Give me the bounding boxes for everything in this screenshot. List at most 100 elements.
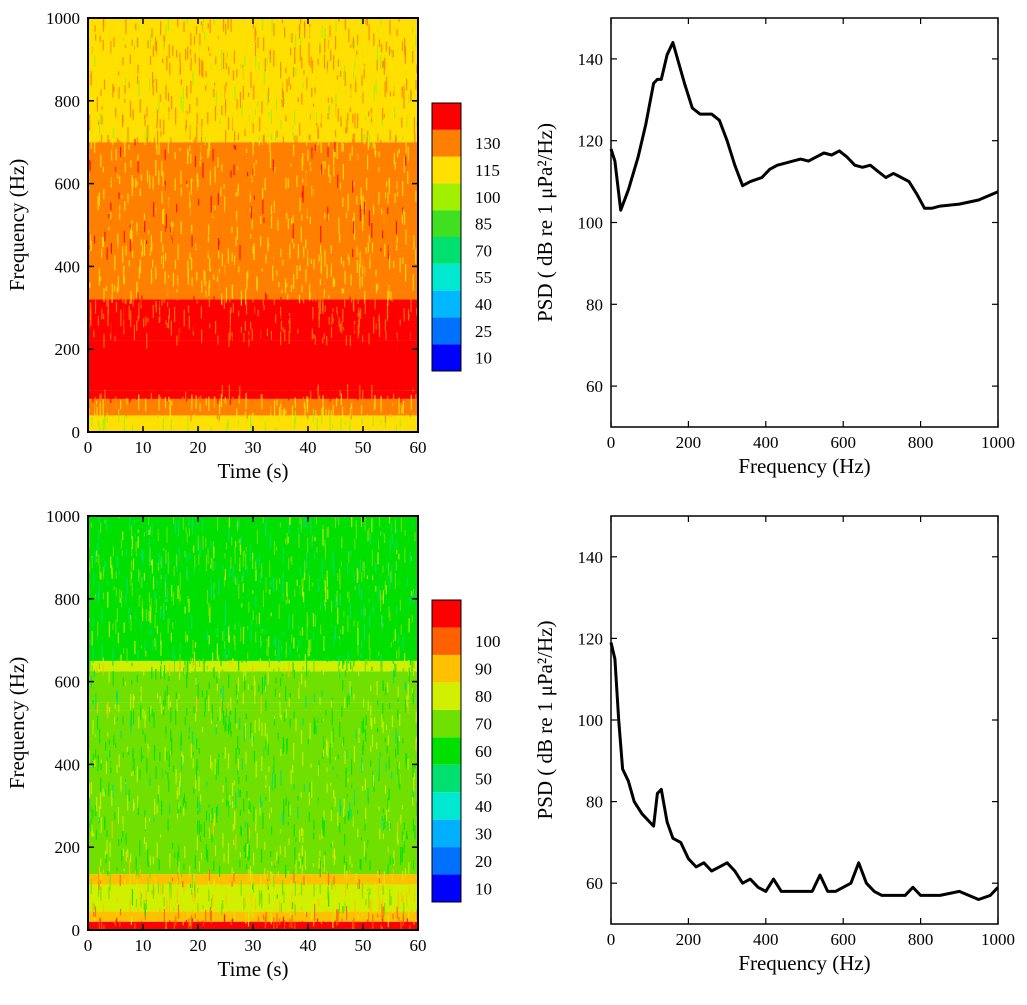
speckle <box>203 370 204 380</box>
speckle <box>149 242 150 253</box>
speckle <box>93 648 94 663</box>
speckle <box>258 332 259 338</box>
speckle <box>372 734 373 746</box>
speckle <box>362 276 363 286</box>
speckle <box>336 815 337 822</box>
speckle <box>331 596 332 600</box>
speckle <box>379 314 380 328</box>
speckle <box>225 24 226 35</box>
speckle <box>215 845 216 856</box>
speckle <box>325 710 326 716</box>
speckle <box>257 102 258 108</box>
speckle <box>262 199 263 214</box>
speckle <box>155 664 156 668</box>
speckle <box>112 633 113 643</box>
speckle <box>248 135 249 142</box>
speckle <box>228 528 229 542</box>
x-tick-label: 10 <box>135 438 152 457</box>
speckle <box>366 247 367 253</box>
speckle <box>337 642 338 651</box>
speckle <box>302 627 303 635</box>
speckle <box>113 546 114 557</box>
speckle <box>162 245 163 253</box>
speckle <box>381 44 382 53</box>
speckle <box>205 910 206 923</box>
speckle <box>144 203 145 209</box>
speckle <box>388 562 389 576</box>
speckle <box>93 572 94 586</box>
speckle <box>167 686 168 696</box>
speckle <box>137 541 138 549</box>
speckle <box>156 262 157 269</box>
speckle <box>413 860 414 869</box>
speckle <box>280 332 281 346</box>
speckle <box>396 170 397 187</box>
speckle <box>252 329 253 341</box>
speckle <box>217 728 218 741</box>
speckle <box>117 555 118 568</box>
speckle <box>253 305 254 315</box>
colorbar-swatch <box>432 237 461 264</box>
speckle <box>264 767 265 771</box>
speckle <box>357 383 358 400</box>
speckle <box>195 642 196 648</box>
speckle <box>333 635 334 646</box>
speckle <box>320 625 321 633</box>
speckle <box>312 628 313 645</box>
speckle <box>181 221 182 234</box>
speckle <box>299 373 300 387</box>
speckle <box>245 236 246 244</box>
speckle <box>318 129 319 139</box>
speckle <box>146 306 147 315</box>
speckle <box>406 79 407 91</box>
x-tick-label: 600 <box>830 433 856 452</box>
speckle <box>168 362 169 376</box>
speckle <box>349 870 350 879</box>
speckle <box>295 562 296 567</box>
speckle <box>141 360 142 375</box>
speckle <box>189 547 190 553</box>
speckle <box>286 905 287 913</box>
speckle <box>220 896 221 902</box>
speckle <box>124 99 125 103</box>
speckle <box>93 133 94 136</box>
speckle <box>340 183 341 189</box>
speckle <box>256 355 257 369</box>
speckle <box>253 853 254 866</box>
speckle <box>333 766 334 770</box>
speckle <box>401 223 402 235</box>
speckle <box>124 231 125 243</box>
speckle <box>167 323 168 328</box>
speckle <box>412 615 413 623</box>
speckle <box>123 267 124 283</box>
speckle <box>415 80 416 90</box>
speckle <box>131 561 132 570</box>
speckle <box>284 864 285 869</box>
speckle <box>283 410 284 419</box>
speckle <box>148 50 149 66</box>
speckle <box>325 851 326 855</box>
speckle <box>319 697 320 705</box>
speckle <box>343 571 344 577</box>
speckle <box>301 730 302 744</box>
speckle <box>338 217 339 233</box>
speckle <box>416 125 417 129</box>
speckle <box>114 712 115 717</box>
speckle <box>292 406 293 417</box>
speckle <box>223 53 224 69</box>
speckle <box>299 631 300 636</box>
speckle <box>387 683 388 693</box>
speckle <box>204 239 205 255</box>
speckle <box>273 354 274 364</box>
speckle <box>381 714 382 728</box>
speckle <box>234 337 235 354</box>
speckle <box>165 45 166 52</box>
speckle <box>251 633 252 642</box>
speckle <box>193 71 194 86</box>
speckle <box>321 670 322 677</box>
speckle <box>157 694 158 699</box>
speckle <box>224 299 225 309</box>
speckle <box>138 716 139 728</box>
speckle <box>246 149 247 153</box>
speckle <box>358 660 359 676</box>
